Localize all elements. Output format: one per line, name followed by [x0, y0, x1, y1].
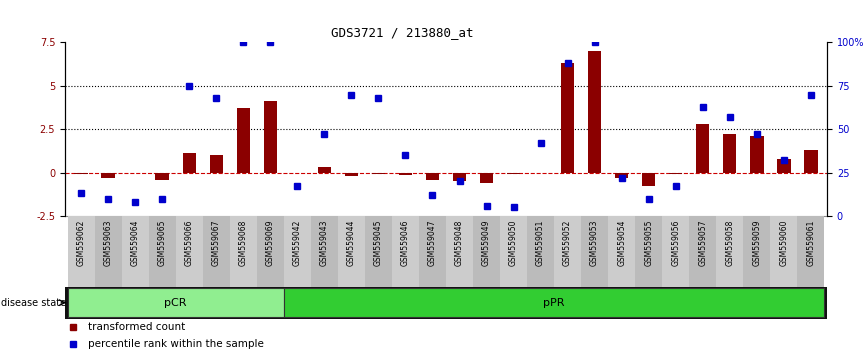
Text: GDS3721 / 213880_at: GDS3721 / 213880_at: [332, 26, 474, 39]
Bar: [229, 216, 257, 287]
Bar: [561, 63, 574, 172]
Bar: [642, 172, 656, 187]
Bar: [689, 216, 716, 287]
Bar: [372, 172, 385, 174]
Bar: [365, 216, 392, 287]
Text: disease state: disease state: [1, 298, 66, 308]
Bar: [635, 216, 662, 287]
Bar: [74, 172, 88, 174]
Bar: [392, 216, 419, 287]
Bar: [345, 172, 359, 176]
Text: GSM559047: GSM559047: [428, 219, 437, 266]
Text: GSM559065: GSM559065: [158, 219, 167, 266]
Text: GSM559054: GSM559054: [617, 219, 626, 266]
Bar: [662, 216, 689, 287]
Bar: [554, 216, 581, 287]
Bar: [176, 216, 203, 287]
Bar: [263, 102, 277, 172]
Bar: [338, 216, 365, 287]
Bar: [236, 108, 250, 172]
Bar: [419, 216, 446, 287]
Bar: [581, 216, 608, 287]
Bar: [500, 216, 527, 287]
Text: GSM559055: GSM559055: [644, 219, 653, 266]
Bar: [284, 288, 824, 317]
Bar: [743, 216, 770, 287]
Text: GSM559043: GSM559043: [320, 219, 329, 266]
Bar: [426, 172, 439, 179]
Text: transformed count: transformed count: [87, 321, 185, 332]
Bar: [453, 172, 466, 181]
Bar: [507, 172, 520, 174]
Bar: [398, 172, 412, 175]
Text: GSM559059: GSM559059: [753, 219, 761, 266]
Bar: [68, 216, 94, 287]
Text: GSM559044: GSM559044: [347, 219, 356, 266]
Bar: [94, 216, 122, 287]
Bar: [750, 136, 764, 172]
Text: GSM559053: GSM559053: [590, 219, 599, 266]
Bar: [68, 288, 284, 317]
Bar: [473, 216, 500, 287]
Text: GSM559066: GSM559066: [184, 219, 194, 266]
Text: pCR: pCR: [165, 298, 187, 308]
Bar: [210, 155, 223, 172]
Bar: [615, 172, 629, 178]
Bar: [156, 172, 169, 179]
Text: percentile rank within the sample: percentile rank within the sample: [87, 339, 263, 349]
Bar: [696, 124, 709, 172]
Text: GSM559067: GSM559067: [212, 219, 221, 266]
Bar: [588, 51, 601, 172]
Bar: [804, 150, 818, 172]
Bar: [723, 135, 736, 172]
Bar: [149, 216, 176, 287]
Text: GSM559060: GSM559060: [779, 219, 788, 266]
Text: GSM559057: GSM559057: [698, 219, 708, 266]
Bar: [480, 172, 494, 183]
Text: GSM559069: GSM559069: [266, 219, 275, 266]
Text: GSM559042: GSM559042: [293, 219, 302, 266]
Text: GSM559064: GSM559064: [131, 219, 139, 266]
Bar: [770, 216, 798, 287]
Bar: [669, 172, 682, 174]
Text: GSM559062: GSM559062: [77, 219, 86, 266]
Bar: [203, 216, 229, 287]
Text: pPR: pPR: [543, 298, 565, 308]
Bar: [291, 172, 304, 173]
Bar: [101, 172, 115, 178]
Text: GSM559046: GSM559046: [401, 219, 410, 266]
Bar: [257, 216, 284, 287]
Bar: [527, 216, 554, 287]
Bar: [798, 216, 824, 287]
Bar: [128, 172, 142, 173]
Text: GSM559051: GSM559051: [536, 219, 545, 266]
Text: GSM559058: GSM559058: [725, 219, 734, 266]
Bar: [318, 167, 331, 172]
Text: GSM559050: GSM559050: [509, 219, 518, 266]
Text: GSM559056: GSM559056: [671, 219, 680, 266]
Bar: [122, 216, 149, 287]
Bar: [777, 159, 791, 172]
Text: GSM559052: GSM559052: [563, 219, 572, 266]
Text: GSM559048: GSM559048: [455, 219, 464, 266]
Text: GSM559068: GSM559068: [239, 219, 248, 266]
Bar: [311, 216, 338, 287]
Text: GSM559045: GSM559045: [374, 219, 383, 266]
Text: GSM559061: GSM559061: [806, 219, 815, 266]
Text: GSM559049: GSM559049: [482, 219, 491, 266]
Bar: [716, 216, 743, 287]
Bar: [284, 216, 311, 287]
Bar: [183, 154, 196, 172]
Text: GSM559063: GSM559063: [104, 219, 113, 266]
Bar: [608, 216, 635, 287]
Bar: [446, 216, 473, 287]
